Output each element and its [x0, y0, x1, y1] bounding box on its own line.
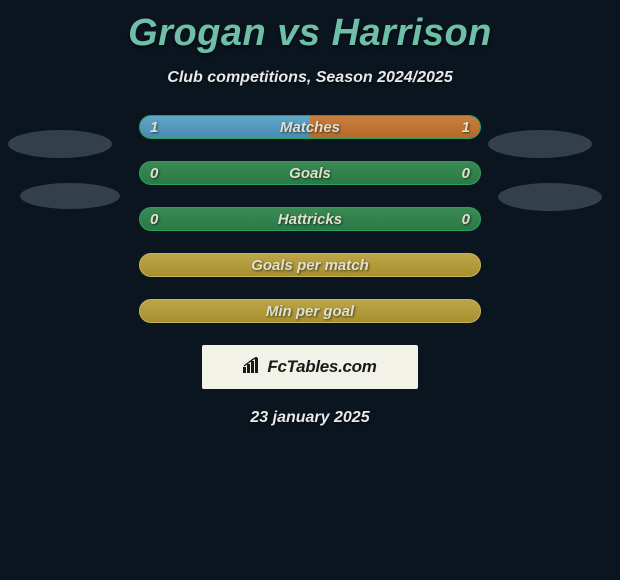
stat-row: Goals per match — [139, 253, 481, 277]
decorative-ellipse — [20, 183, 120, 209]
bar-chart-icon — [243, 357, 263, 378]
stat-right-value: 0 — [462, 208, 470, 231]
stat-left-value: 1 — [150, 116, 158, 139]
page-title: Grogan vs Harrison — [0, 0, 620, 55]
stat-row: 0 Hattricks 0 — [139, 207, 481, 231]
stat-label: Matches — [280, 119, 340, 136]
stat-label: Goals per match — [251, 257, 369, 274]
stat-row: 0 Goals 0 — [139, 161, 481, 185]
stat-label: Min per goal — [266, 303, 354, 320]
decorative-ellipse — [488, 130, 592, 158]
stat-label: Goals — [289, 165, 331, 182]
decorative-ellipse — [8, 130, 112, 158]
date-label: 23 january 2025 — [0, 389, 620, 427]
decorative-ellipse — [498, 183, 602, 211]
stat-row: 1 Matches 1 — [139, 115, 481, 139]
stat-label: Hattricks — [278, 211, 342, 228]
stat-left-value: 0 — [150, 208, 158, 231]
stats-section: 1 Matches 1 0 Goals 0 0 Hattricks 0 Goals per mat… — [0, 115, 620, 323]
stat-right-value: 1 — [462, 116, 470, 139]
stat-right-value: 0 — [462, 162, 470, 185]
logo-text: FcTables.com — [267, 357, 376, 377]
logo: FcTables.com — [243, 357, 376, 378]
logo-box[interactable]: FcTables.com — [202, 345, 418, 389]
stat-row: Min per goal — [139, 299, 481, 323]
subtitle: Club competitions, Season 2024/2025 — [0, 55, 620, 87]
stat-left-value: 0 — [150, 162, 158, 185]
